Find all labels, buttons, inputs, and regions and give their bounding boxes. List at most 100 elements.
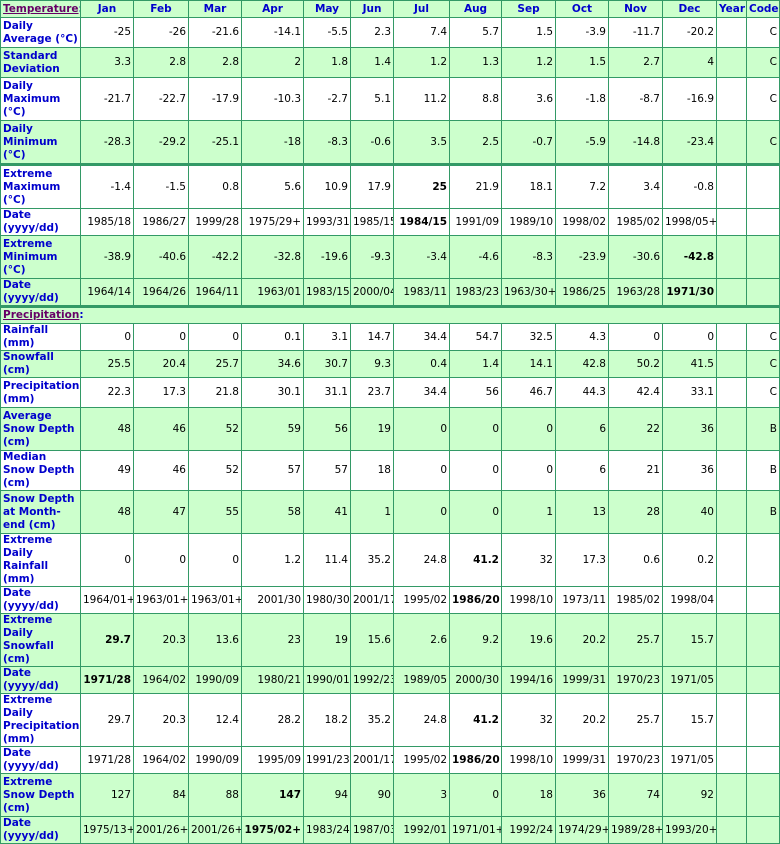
value-cell: 35.2 xyxy=(350,693,394,747)
code-cell: C xyxy=(746,120,780,165)
value-cell: 18.2 xyxy=(303,693,351,747)
value-cell: 34.4 xyxy=(393,377,450,408)
value-cell: 1992/24 xyxy=(501,816,556,844)
value-cell: -42.8 xyxy=(662,235,717,279)
row-label: Average Snow Depth (cm) xyxy=(0,407,81,451)
code-cell: C xyxy=(746,47,780,78)
value-cell: 42.4 xyxy=(608,377,663,408)
precipitation-link[interactable]: Precipitation xyxy=(3,309,80,322)
value-cell: -10.3 xyxy=(241,77,304,121)
table-row: Daily Minimum (°C) -28.3 -29.2 -25.1 -18 -8.3… xyxy=(0,120,780,165)
value-cell: 2000/30 xyxy=(449,666,502,694)
code-cell xyxy=(746,533,780,587)
value-cell: -1.4 xyxy=(80,163,134,209)
value-cell: 42.8 xyxy=(555,350,609,378)
value-cell: 3.1 xyxy=(303,323,351,351)
value-cell: 20.3 xyxy=(133,693,189,747)
row-label: Snow Depth at Month-end (cm) xyxy=(0,490,81,534)
value-cell: 1999/31 xyxy=(555,746,609,774)
table-row: Precipitation (mm) 22.3 17.3 21.8 30.1 31.1 23… xyxy=(0,377,780,408)
value-cell: 31.1 xyxy=(303,377,351,408)
value-cell: 1994/16 xyxy=(501,666,556,694)
code-cell: B xyxy=(746,490,780,534)
row-label: Snowfall (cm) xyxy=(0,350,81,378)
code-cell xyxy=(746,208,780,236)
value-cell: 1970/23 xyxy=(608,666,663,694)
month-header-sep: Sep xyxy=(501,0,556,18)
value-cell: 3.6 xyxy=(501,77,556,121)
value-cell: -16.9 xyxy=(662,77,717,121)
row-label: Daily Minimum (°C) xyxy=(0,120,81,165)
value-cell: 25.7 xyxy=(608,693,663,747)
value-cell: 1989/10 xyxy=(501,208,556,236)
row-label: Standard Deviation xyxy=(0,47,81,78)
value-cell: 1963/01 xyxy=(241,278,304,307)
value-cell: 30.1 xyxy=(241,377,304,408)
year-cell xyxy=(716,120,747,165)
month-header-dec: Dec xyxy=(662,0,717,18)
value-cell: -38.9 xyxy=(80,235,134,279)
year-cell xyxy=(716,407,747,451)
row-label: Rainfall (mm) xyxy=(0,323,81,351)
row-label: Date (yyyy/dd) xyxy=(0,666,81,694)
value-cell: -29.2 xyxy=(133,120,189,165)
table-row: Median Snow Depth (cm) 49 46 52 57 57 18 0 0 0 6 21… xyxy=(0,450,780,491)
table-row: Extreme Daily Snowfall (cm) 29.7 20.3 13.6 2… xyxy=(0,613,780,667)
value-cell: 7.4 xyxy=(393,17,450,48)
value-cell: 1.5 xyxy=(555,47,609,78)
value-cell: 0 xyxy=(662,323,717,351)
value-cell: 9.2 xyxy=(449,613,502,667)
value-cell: 29.7 xyxy=(80,613,134,667)
temperature-section-header: Temperature: xyxy=(0,0,81,18)
row-label: Date (yyyy/dd) xyxy=(0,278,81,307)
value-cell: 1999/31 xyxy=(555,666,609,694)
temperature-link[interactable]: Temperature xyxy=(3,2,79,15)
value-cell: 41 xyxy=(303,490,351,534)
value-cell: 52 xyxy=(188,450,242,491)
code-cell: C xyxy=(746,323,780,351)
value-cell: 40 xyxy=(662,490,717,534)
value-cell: 17.9 xyxy=(350,163,394,209)
value-cell: 1975/02+ xyxy=(241,816,304,844)
value-cell: 1999/28 xyxy=(188,208,242,236)
value-cell: -19.6 xyxy=(303,235,351,279)
value-cell: 32 xyxy=(501,533,556,587)
month-header-may: May xyxy=(303,0,351,18)
colon: : xyxy=(79,3,80,15)
value-cell: 21.9 xyxy=(449,163,502,209)
value-cell: 49 xyxy=(80,450,134,491)
value-cell: 1986/25 xyxy=(555,278,609,307)
value-cell: -3.4 xyxy=(393,235,450,279)
table-row: Extreme Daily Precipitation (mm) 29.7 20.3… xyxy=(0,693,780,747)
value-cell: 2.7 xyxy=(608,47,663,78)
value-cell: 1998/02 xyxy=(555,208,609,236)
month-header-aug: Aug xyxy=(449,0,502,18)
value-cell: -14.8 xyxy=(608,120,663,165)
value-cell: 0.2 xyxy=(662,533,717,587)
row-label: Date (yyyy/dd) xyxy=(0,586,81,614)
value-cell: 20.2 xyxy=(555,693,609,747)
value-cell: 1963/28 xyxy=(608,278,663,307)
row-label: Extreme Minimum (°C) xyxy=(0,235,81,279)
value-cell: -1.8 xyxy=(555,77,609,121)
code-cell: C xyxy=(746,350,780,378)
value-cell: 1987/03 xyxy=(350,816,394,844)
value-cell: 7.2 xyxy=(555,163,609,209)
value-cell: 1985/18 xyxy=(80,208,134,236)
value-cell: 2001/17 xyxy=(350,746,394,774)
value-cell: 1998/04 xyxy=(662,586,717,614)
value-cell: 28.2 xyxy=(241,693,304,747)
table-row: Date (yyyy/dd) 1975/13+ 2001/26+ 2001/26+ 19… xyxy=(0,816,780,844)
value-cell: -22.7 xyxy=(133,77,189,121)
value-cell: 1989/28+ xyxy=(608,816,663,844)
value-cell: 1980/30 xyxy=(303,586,351,614)
year-cell xyxy=(716,816,747,844)
year-cell xyxy=(716,450,747,491)
year-cell xyxy=(716,47,747,78)
row-label: Extreme Daily Rainfall (mm) xyxy=(0,533,81,587)
value-cell: 1971/01+ xyxy=(449,816,502,844)
value-cell: 21.8 xyxy=(188,377,242,408)
value-cell: 54.7 xyxy=(449,323,502,351)
value-cell: -8.3 xyxy=(501,235,556,279)
value-cell: 22.3 xyxy=(80,377,134,408)
